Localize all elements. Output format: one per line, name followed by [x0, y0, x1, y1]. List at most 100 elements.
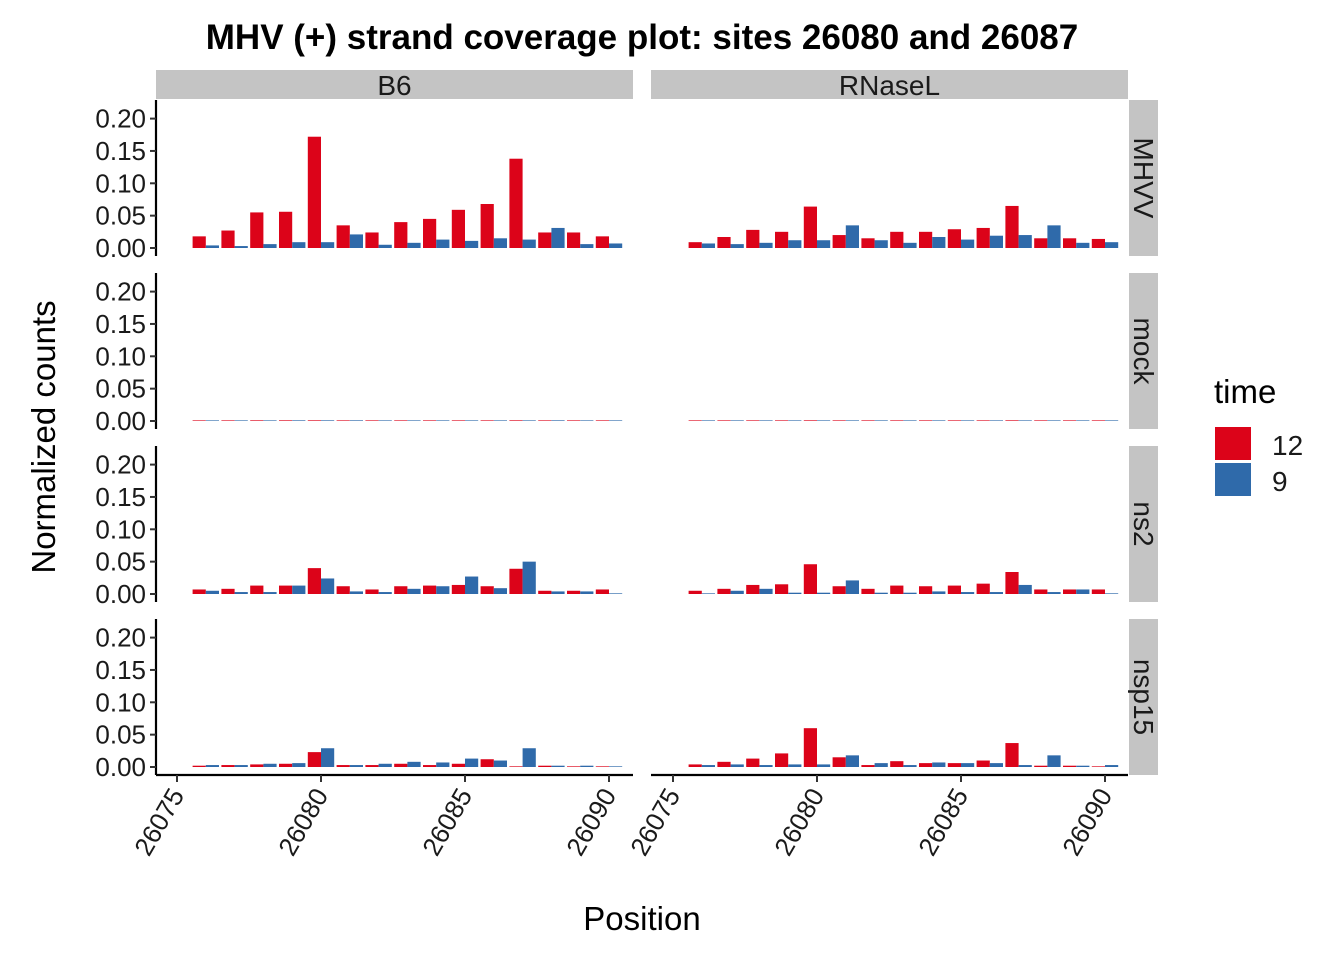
bar-time-9 — [817, 764, 831, 767]
legend: time 12 9 — [1214, 373, 1303, 497]
bar-time-12 — [746, 229, 760, 248]
bar-time-9 — [263, 763, 277, 767]
x-tick-label: 26075 — [128, 783, 190, 861]
bar-time-12 — [832, 757, 846, 767]
bar-time-9 — [580, 420, 594, 421]
bar-time-9 — [465, 576, 479, 594]
bar-time-9 — [465, 240, 479, 248]
bar-time-12 — [394, 586, 408, 594]
bar-time-9 — [580, 244, 594, 248]
strip-row-label: mock — [1128, 318, 1159, 386]
bar-time-12 — [423, 585, 437, 594]
bar-time-9 — [1047, 225, 1061, 248]
bar-time-12 — [919, 586, 933, 594]
bar-time-12 — [394, 222, 408, 248]
bar-time-9 — [874, 420, 888, 421]
bar-time-12 — [250, 420, 264, 421]
bar-time-12 — [423, 765, 437, 767]
y-tick-label: 0.15 — [95, 136, 146, 166]
bar-time-12 — [279, 585, 293, 594]
y-tick-label: 0.15 — [95, 655, 146, 685]
bar-time-12 — [976, 760, 990, 767]
legend-label: 9 — [1272, 466, 1288, 497]
bar-time-9 — [551, 591, 565, 594]
y-tick-label: 0.00 — [95, 406, 146, 436]
bar-time-12 — [803, 206, 817, 248]
bar-time-12 — [394, 420, 408, 421]
y-tick-label: 0.20 — [95, 450, 146, 480]
bar-time-9 — [609, 420, 623, 421]
bar-time-12 — [192, 236, 206, 248]
bar-time-12 — [1063, 589, 1077, 594]
bar-time-9 — [292, 585, 306, 594]
bar-time-12 — [919, 231, 933, 248]
bar-time-9 — [263, 420, 277, 421]
bar-time-12 — [509, 158, 523, 248]
y-tick-label: 0.10 — [95, 341, 146, 371]
bar-time-12 — [1034, 589, 1048, 594]
bar-time-9 — [903, 242, 917, 248]
bar-time-9 — [205, 765, 219, 767]
bar-time-9 — [1047, 420, 1061, 421]
bar-time-9 — [609, 243, 623, 248]
bar-time-12 — [221, 765, 235, 767]
bar-time-9 — [961, 239, 975, 248]
bar-time-9 — [788, 420, 802, 421]
bar-time-12 — [717, 420, 731, 421]
bar-time-9 — [845, 225, 859, 248]
y-tick-label: 0.05 — [95, 547, 146, 577]
bar-time-12 — [250, 585, 264, 594]
bar-time-12 — [1063, 238, 1077, 248]
bar-time-9 — [349, 234, 363, 248]
y-tick-label: 0.05 — [95, 201, 146, 231]
bar-time-9 — [1105, 242, 1119, 248]
bar-time-9 — [817, 420, 831, 421]
bar-time-12 — [509, 766, 523, 767]
bar-time-9 — [493, 588, 507, 594]
x-axis-title: Position — [583, 900, 700, 937]
bar-time-9 — [551, 420, 565, 421]
bar-time-12 — [279, 211, 293, 248]
bar-time-12 — [1063, 420, 1077, 421]
bar-time-9 — [378, 420, 392, 421]
bar-time-12 — [307, 752, 321, 767]
bar-time-12 — [688, 242, 702, 248]
bar-time-9 — [701, 420, 715, 421]
bar-time-12 — [451, 420, 465, 421]
bar-time-12 — [509, 568, 523, 594]
bar-time-9 — [1076, 242, 1090, 248]
bar-time-9 — [730, 420, 744, 421]
bar-time-12 — [279, 763, 293, 767]
bar-time-12 — [365, 589, 379, 594]
bar-time-9 — [292, 242, 306, 248]
bar-time-12 — [250, 212, 264, 248]
bar-time-12 — [775, 584, 789, 594]
bar-time-12 — [688, 420, 702, 421]
bar-time-9 — [1018, 420, 1032, 421]
bar-time-9 — [407, 242, 421, 248]
bar-time-12 — [1091, 238, 1105, 248]
bar-time-9 — [205, 420, 219, 421]
bar-time-12 — [976, 227, 990, 248]
bar-time-9 — [407, 420, 421, 421]
bar-time-9 — [788, 240, 802, 248]
strip-row-bg — [1129, 446, 1158, 602]
bar-time-12 — [919, 420, 933, 421]
bar-time-9 — [989, 592, 1003, 594]
y-tick-label: 0.15 — [95, 482, 146, 512]
bar-time-9 — [759, 242, 773, 248]
bar-time-9 — [321, 420, 335, 421]
bar-time-12 — [861, 420, 875, 421]
bar-time-9 — [551, 765, 565, 767]
bar-time-12 — [336, 225, 350, 248]
x-tick-label: 26090 — [560, 783, 622, 861]
bar-time-9 — [522, 420, 536, 421]
bar-time-9 — [961, 592, 975, 594]
bar-time-12 — [746, 420, 760, 421]
bar-time-9 — [205, 590, 219, 594]
bar-time-12 — [567, 232, 581, 248]
bar-time-9 — [874, 592, 888, 594]
bar-time-12 — [365, 420, 379, 421]
bar-time-12 — [567, 766, 581, 767]
